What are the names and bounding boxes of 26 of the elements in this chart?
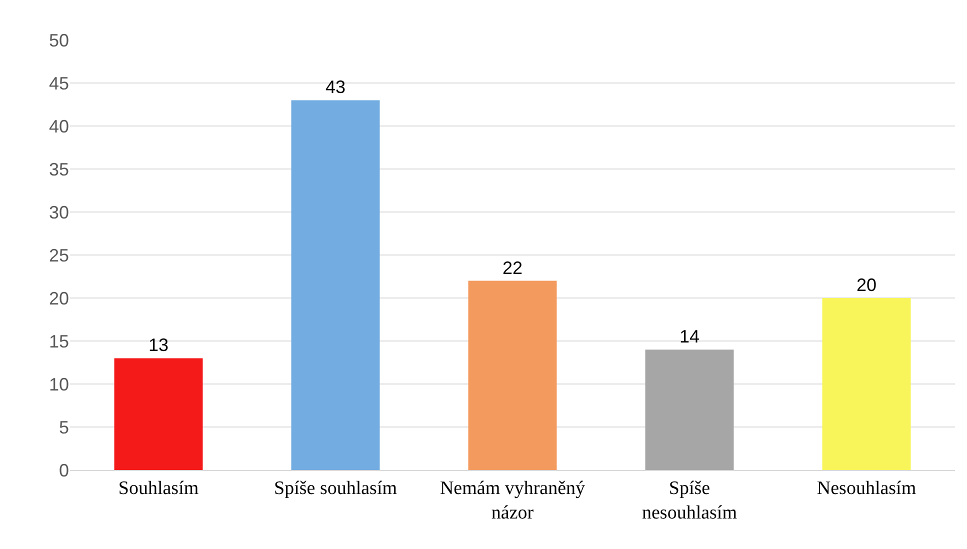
y-tick-label: 40: [48, 116, 69, 136]
bar: [822, 298, 911, 470]
x-tick-label: Spíše souhlasím: [274, 478, 398, 499]
bar: [645, 350, 734, 470]
y-tick-label: 25: [48, 245, 69, 266]
y-tick-label: 45: [48, 73, 69, 94]
bar: [468, 280, 557, 470]
y-tick-label: 10: [48, 374, 69, 394]
bar: [291, 100, 380, 470]
x-tick-label: Nesouhlasím: [816, 478, 916, 499]
y-tick-label: 50: [48, 30, 69, 50]
y-tick-label: 30: [48, 202, 69, 222]
x-tick-label: Spíše nesouhlasím: [642, 478, 738, 524]
x-tick-label: Nemám vyhraněný názor: [440, 478, 586, 524]
y-tick-label: 35: [48, 159, 69, 180]
y-tick-label: 0: [58, 460, 69, 480]
data-label: 13: [148, 335, 169, 356]
y-tick-label: 5: [58, 417, 69, 438]
x-tick-label: Souhlasím: [118, 478, 199, 499]
data-label: 22: [502, 258, 523, 278]
y-tick-label: 15: [48, 331, 69, 352]
data-label: 20: [856, 275, 877, 295]
data-label: 43: [325, 77, 346, 98]
bar: [114, 358, 203, 470]
data-label: 14: [679, 326, 700, 347]
y-tick-label: 20: [48, 288, 69, 308]
